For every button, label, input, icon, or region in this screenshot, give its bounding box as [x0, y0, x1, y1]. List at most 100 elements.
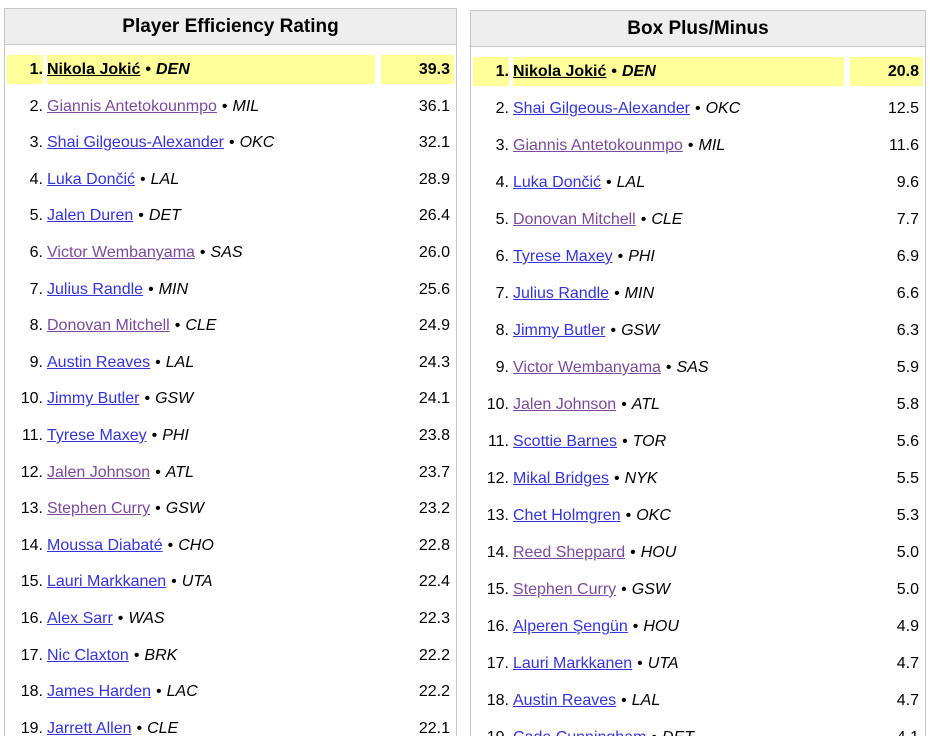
player-link[interactable]: Donovan Mitchell [513, 211, 636, 228]
player-link[interactable]: Reed Sheppard [513, 544, 626, 561]
player-link[interactable]: Nikola Jokić [47, 61, 141, 78]
player-cell: Jimmy Butler • GSW [513, 316, 844, 345]
team-abbr: WAS [128, 609, 165, 627]
rank-number: 16. [486, 618, 509, 635]
leaderboard-row: 12. Jalen Johnson • ATL 23.7 [7, 458, 454, 487]
bullet-separator: • [617, 248, 624, 265]
player-link[interactable]: Jimmy Butler [47, 390, 140, 408]
player-link[interactable]: Jalen Johnson [47, 463, 151, 481]
team-abbr: TOR [632, 433, 667, 450]
leaderboard-row: 19. Jarrett Allen • CLE 22.1 [7, 714, 454, 736]
player-cell: Jalen Johnson • ATL [47, 458, 375, 487]
player-link[interactable]: Giannis Antetokounmpo [513, 137, 683, 154]
player-link[interactable]: Jalen Johnson [513, 396, 617, 413]
player-link[interactable]: Julius Randle [513, 285, 610, 302]
bullet-separator: • [614, 285, 620, 302]
player-cell: Mikal Bridges • NYK [513, 464, 844, 493]
player-link[interactable]: Stephen Curry [513, 581, 617, 598]
rank-number: 7. [29, 280, 43, 298]
player-cell: Tyrese Maxey • PHI [47, 421, 375, 450]
team-abbr: GSW [155, 390, 194, 408]
bullet-separator: • [621, 581, 627, 598]
player-cell: Donovan Mitchell • CLE [513, 205, 844, 234]
leaderboard-row: 9. Austin Reaves • LAL 24.3 [7, 348, 454, 377]
player-link[interactable]: Tyrese Maxey [47, 426, 147, 444]
player-link[interactable]: Nikola Jokić [513, 63, 607, 80]
player-link[interactable]: Shai Gilgeous-Alexander [47, 134, 224, 152]
bullet-separator: • [138, 207, 144, 225]
stat-value: 6.6 [896, 285, 919, 302]
player-link[interactable]: James Harden [47, 683, 152, 701]
player-link[interactable]: Scottie Barnes [513, 433, 618, 450]
player-link[interactable]: Jimmy Butler [513, 322, 606, 339]
player-link[interactable]: Jalen Duren [47, 207, 134, 225]
team-abbr: SAS [676, 359, 709, 376]
rank-number: 14. [486, 544, 509, 561]
player-link[interactable]: Tyrese Maxey [513, 248, 613, 265]
player-cell: Alex Sarr • WAS [47, 604, 375, 633]
bullet-separator: • [229, 134, 235, 152]
leaderboard-row: 18. Austin Reaves • LAL 4.7 [473, 686, 923, 715]
team-abbr: GSW [165, 500, 204, 518]
player-cell: Austin Reaves • LAL [513, 686, 844, 715]
player-cell: Victor Wembanyama • SAS [47, 238, 375, 267]
team-abbr: BRK [144, 646, 178, 664]
leaderboard-row: 13. Stephen Curry • GSW 23.2 [7, 494, 454, 523]
player-link[interactable]: Alperen Şengün [513, 618, 628, 635]
team-abbr: LAL [631, 692, 661, 709]
rank-number: 18. [20, 683, 43, 701]
rank-number: 18. [486, 692, 509, 709]
player-link[interactable]: Austin Reaves [47, 353, 151, 371]
leaderboard-row: 5. Jalen Duren • DET 26.4 [7, 201, 454, 230]
player-link[interactable]: Lauri Markkanen [47, 573, 167, 591]
player-link[interactable]: Luka Dončić [513, 174, 602, 191]
rank-number: 3. [29, 134, 43, 152]
bullet-separator: • [140, 170, 146, 188]
bullet-separator: • [155, 353, 161, 371]
player-link[interactable]: Austin Reaves [513, 692, 617, 709]
player-link[interactable]: Luka Dončić [47, 170, 136, 188]
bullet-separator: • [610, 322, 617, 339]
player-link[interactable]: Alex Sarr [47, 609, 113, 627]
player-link[interactable]: Jarrett Allen [47, 719, 132, 736]
leaderboard-row: 5. Donovan Mitchell • CLE 7.7 [473, 205, 923, 234]
rank-number: 8. [495, 322, 509, 339]
player-link[interactable]: Victor Wembanyama [513, 359, 661, 376]
bullet-separator: • [640, 211, 647, 228]
team-abbr: LAL [150, 170, 180, 188]
leaderboard-row: 4. Luka Dončić • LAL 9.6 [473, 168, 923, 197]
player-link[interactable]: Victor Wembanyama [47, 243, 195, 261]
player-cell: Jimmy Butler • GSW [47, 384, 375, 413]
stat-value: 5.9 [896, 359, 919, 376]
bullet-separator: • [651, 729, 657, 736]
leaderboard-row: 15. Stephen Curry • GSW 5.0 [473, 575, 923, 604]
leaderboard-row: 6. Victor Wembanyama • SAS 26.0 [7, 238, 454, 267]
bullet-separator: • [625, 507, 632, 524]
board-rows: 1. Nikola Jokić • DEN 20.8 2. Shai Gilgeous-Al… [471, 47, 925, 736]
leaderboard-row: 10. Jimmy Butler • GSW 24.1 [7, 384, 454, 413]
stat-value: 22.4 [418, 573, 450, 591]
player-link[interactable]: Cade Cunningham [513, 729, 646, 736]
stat-value: 22.8 [418, 536, 450, 554]
player-link[interactable]: Shai Gilgeous-Alexander [513, 100, 690, 117]
player-link[interactable]: Donovan Mitchell [47, 317, 170, 335]
leaderboard-row: 16. Alperen Şengün • HOU 4.9 [473, 612, 923, 641]
player-link[interactable]: Mikal Bridges [513, 470, 610, 487]
player-cell: Cade Cunningham • DET [513, 723, 844, 736]
player-link[interactable]: Giannis Antetokounmpo [47, 97, 217, 115]
rank-number: 10. [486, 396, 509, 413]
player-link[interactable]: Nic Claxton [47, 646, 129, 664]
stat-value: 24.3 [418, 353, 450, 371]
player-link[interactable]: Moussa Diabaté [47, 536, 163, 554]
team-abbr: MIL [232, 97, 260, 115]
player-link[interactable]: Chet Holmgren [513, 507, 621, 524]
player-link[interactable]: Julius Randle [47, 280, 144, 298]
board-title: Player Efficiency Rating [5, 9, 456, 45]
stat-value: 9.6 [896, 174, 919, 191]
stat-value: 22.2 [418, 646, 450, 664]
player-link[interactable]: Lauri Markkanen [513, 655, 633, 672]
bullet-separator: • [156, 683, 162, 701]
player-cell: Nikola Jokić • DEN [47, 55, 375, 84]
player-link[interactable]: Stephen Curry [47, 500, 151, 518]
rank-number: 3. [495, 137, 509, 154]
